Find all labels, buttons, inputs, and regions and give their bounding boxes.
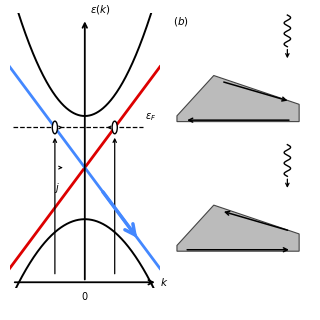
Polygon shape <box>177 76 299 122</box>
Circle shape <box>112 121 117 134</box>
Circle shape <box>52 121 58 134</box>
Text: $0$: $0$ <box>81 290 89 302</box>
Text: $k$: $k$ <box>160 276 168 288</box>
Polygon shape <box>177 205 299 251</box>
Text: $\varepsilon(k)$: $\varepsilon(k)$ <box>90 3 110 16</box>
Text: $(b)$: $(b)$ <box>172 15 188 28</box>
Text: $\varepsilon_F$: $\varepsilon_F$ <box>145 111 156 123</box>
Text: $j$: $j$ <box>54 181 60 195</box>
